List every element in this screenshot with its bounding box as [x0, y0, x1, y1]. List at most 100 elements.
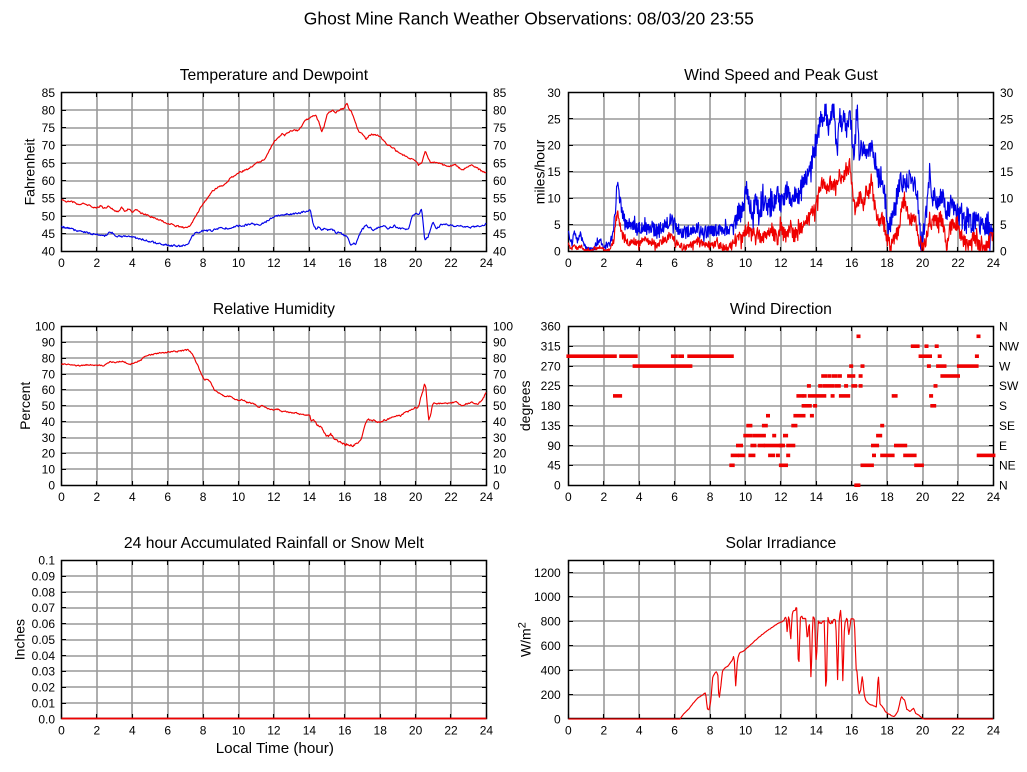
svg-text:16: 16	[845, 256, 859, 270]
svg-text:30: 30	[1000, 86, 1014, 100]
svg-text:25: 25	[1000, 112, 1014, 126]
svg-text:24: 24	[987, 490, 1001, 504]
svg-text:4: 4	[636, 490, 643, 504]
svg-text:0.06: 0.06	[32, 617, 56, 631]
svg-text:20: 20	[916, 724, 930, 738]
svg-text:75: 75	[493, 121, 507, 135]
svg-text:Relative Humidity: Relative Humidity	[213, 301, 335, 318]
svg-text:75: 75	[42, 121, 56, 135]
svg-text:15: 15	[1000, 165, 1014, 179]
svg-text:70: 70	[493, 139, 507, 153]
svg-text:2: 2	[600, 490, 607, 504]
svg-text:5: 5	[554, 218, 561, 232]
svg-text:1000: 1000	[534, 590, 561, 604]
svg-text:10: 10	[547, 192, 561, 206]
svg-text:0: 0	[1000, 245, 1007, 259]
svg-text:20: 20	[409, 256, 423, 270]
svg-text:SE: SE	[999, 419, 1015, 433]
svg-text:Temperature and Dewpoint: Temperature and Dewpoint	[180, 67, 369, 84]
svg-text:14: 14	[810, 256, 824, 270]
svg-text:15: 15	[547, 165, 561, 179]
svg-text:degrees: degrees	[517, 381, 533, 432]
svg-text:20: 20	[409, 724, 423, 738]
svg-text:30: 30	[42, 431, 56, 445]
svg-text:30: 30	[493, 431, 507, 445]
svg-text:12: 12	[267, 490, 281, 504]
svg-text:10: 10	[739, 256, 753, 270]
svg-text:225: 225	[541, 379, 561, 393]
svg-text:2: 2	[94, 490, 101, 504]
svg-text:60: 60	[493, 383, 507, 397]
svg-text:6: 6	[671, 490, 678, 504]
svg-text:0: 0	[565, 490, 572, 504]
svg-text:0: 0	[554, 712, 561, 726]
svg-text:85: 85	[493, 86, 507, 100]
svg-text:400: 400	[541, 664, 561, 678]
svg-text:0.0: 0.0	[38, 712, 55, 726]
svg-text:14: 14	[810, 490, 824, 504]
svg-text:315: 315	[541, 340, 561, 354]
svg-text:Ghost Mine Ranch Weather Obser: Ghost Mine Ranch Weather Observations: 0…	[304, 9, 754, 29]
svg-text:10: 10	[232, 256, 246, 270]
svg-text:20: 20	[409, 490, 423, 504]
svg-text:16: 16	[338, 256, 352, 270]
svg-text:800: 800	[541, 615, 561, 629]
svg-text:4: 4	[636, 256, 643, 270]
svg-text:6: 6	[671, 256, 678, 270]
svg-text:12: 12	[267, 724, 281, 738]
svg-text:miles/hour: miles/hour	[532, 139, 548, 204]
svg-text:22: 22	[951, 490, 965, 504]
svg-text:10: 10	[232, 490, 246, 504]
svg-text:70: 70	[42, 139, 56, 153]
svg-text:Fahrenheit: Fahrenheit	[22, 138, 38, 205]
svg-text:18: 18	[880, 724, 894, 738]
svg-text:45: 45	[493, 227, 507, 241]
svg-text:20: 20	[1000, 139, 1014, 153]
svg-text:45: 45	[42, 227, 56, 241]
svg-text:50: 50	[42, 399, 56, 413]
svg-text:0: 0	[58, 490, 65, 504]
svg-text:14: 14	[303, 724, 317, 738]
svg-text:80: 80	[493, 103, 507, 117]
svg-text:22: 22	[444, 490, 458, 504]
svg-text:0.07: 0.07	[32, 601, 56, 615]
svg-text:W/m2: W/m2	[516, 622, 533, 657]
svg-text:16: 16	[845, 490, 859, 504]
svg-text:135: 135	[541, 419, 561, 433]
svg-text:0.04: 0.04	[32, 649, 56, 663]
svg-text:SW: SW	[999, 379, 1019, 393]
svg-text:Solar Irradiance: Solar Irradiance	[726, 535, 837, 552]
svg-text:2: 2	[94, 724, 101, 738]
svg-text:2: 2	[600, 724, 607, 738]
svg-text:18: 18	[374, 490, 388, 504]
svg-text:10: 10	[493, 463, 507, 477]
svg-text:8: 8	[200, 724, 207, 738]
svg-text:600: 600	[541, 639, 561, 653]
svg-text:Local Time (hour): Local Time (hour)	[216, 740, 334, 757]
svg-text:Wind Speed and Peak Gust: Wind Speed and Peak Gust	[684, 67, 878, 84]
svg-text:E: E	[999, 439, 1007, 453]
svg-text:12: 12	[774, 256, 788, 270]
svg-text:W: W	[999, 359, 1011, 373]
svg-text:16: 16	[338, 724, 352, 738]
svg-text:18: 18	[880, 490, 894, 504]
svg-text:6: 6	[164, 490, 171, 504]
svg-text:50: 50	[42, 209, 56, 223]
svg-text:20: 20	[493, 447, 507, 461]
svg-text:S: S	[999, 399, 1007, 413]
svg-text:4: 4	[129, 724, 136, 738]
svg-text:0: 0	[554, 245, 561, 259]
svg-text:16: 16	[845, 724, 859, 738]
svg-text:180: 180	[541, 399, 561, 413]
svg-text:10: 10	[1000, 192, 1014, 206]
svg-text:22: 22	[951, 724, 965, 738]
svg-text:55: 55	[493, 192, 507, 206]
svg-text:14: 14	[810, 724, 824, 738]
svg-text:18: 18	[880, 256, 894, 270]
svg-text:0.01: 0.01	[32, 696, 56, 710]
svg-text:24: 24	[987, 256, 1001, 270]
svg-text:200: 200	[541, 688, 561, 702]
svg-text:8: 8	[707, 490, 714, 504]
svg-text:70: 70	[42, 367, 56, 381]
svg-text:6: 6	[671, 724, 678, 738]
